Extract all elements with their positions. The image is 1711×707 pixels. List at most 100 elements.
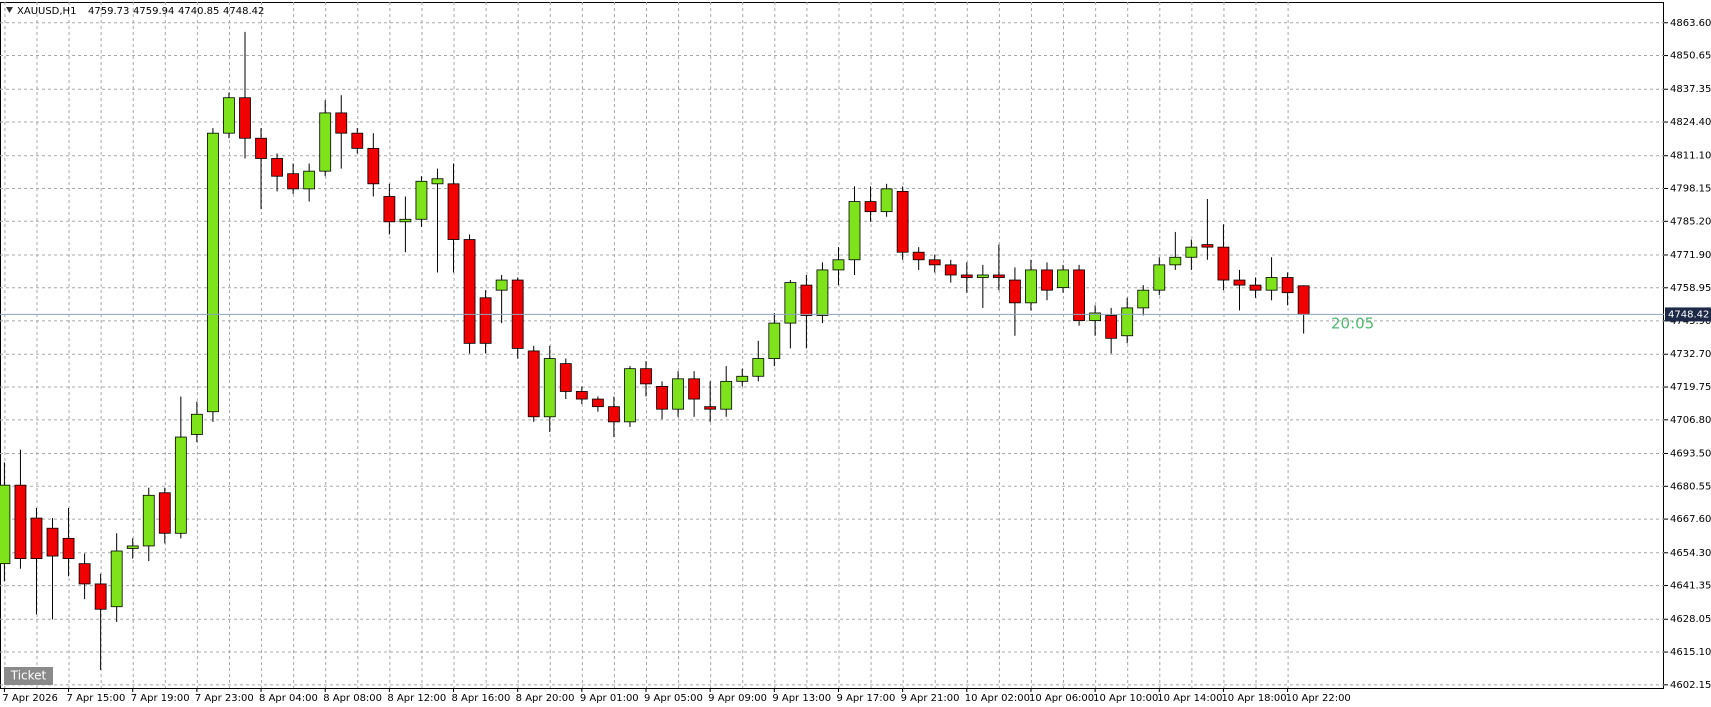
candle-body <box>78 563 91 585</box>
x-tick-label: 7 Apr 19:00 <box>131 693 190 704</box>
y-tick-label: 4785.20 <box>1670 216 1711 227</box>
candle-body <box>126 545 139 549</box>
x-tick-label: 7 Apr 2026 <box>2 693 57 704</box>
y-tick-label: 4693.50 <box>1670 449 1711 460</box>
current-price-label: 4748.42 <box>1668 309 1709 320</box>
candle-body <box>688 378 701 400</box>
candle-body <box>1073 269 1085 321</box>
candle-body <box>1057 269 1069 289</box>
x-tick-label: 10 Apr 14:00 <box>1157 693 1222 704</box>
candle-body <box>800 284 813 316</box>
symbol-icon <box>6 7 13 13</box>
candle-body <box>527 350 540 418</box>
current-price-box <box>1665 307 1711 322</box>
ticket-label[interactable]: Ticket <box>10 669 47 683</box>
candle-body <box>672 378 684 410</box>
y-tick-label: 4798.15 <box>1670 184 1711 195</box>
candle-body <box>351 132 364 149</box>
candle-body <box>1217 246 1230 281</box>
candle-body <box>1121 307 1134 337</box>
y-tick-label: 4706.80 <box>1670 415 1711 426</box>
y-tick-label: 4615.10 <box>1670 647 1711 658</box>
candle-body <box>255 137 267 159</box>
candle-body <box>1185 246 1198 258</box>
ticket-button[interactable] <box>4 667 53 685</box>
candle-body <box>720 380 733 410</box>
x-tick-label: 8 Apr 20:00 <box>516 693 575 704</box>
symbol: XAUUSD,H1 <box>17 6 76 17</box>
candle-body <box>1169 256 1182 266</box>
candle-body <box>190 413 203 435</box>
candle-body <box>1041 269 1053 291</box>
candle-body <box>1009 279 1021 304</box>
candle-body <box>1089 312 1102 321</box>
candle-body <box>1025 269 1037 304</box>
y-tick-label: 4837.35 <box>1670 84 1711 95</box>
y-tick-label: 4732.70 <box>1670 349 1711 360</box>
candle-body <box>1297 285 1310 315</box>
candle-body <box>30 517 43 559</box>
candle-body <box>543 358 556 418</box>
candle-body <box>575 391 588 400</box>
candle-body <box>383 196 396 223</box>
candle-body <box>768 322 781 359</box>
candle-body <box>816 269 829 316</box>
candle-body <box>1201 244 1214 248</box>
candle-body <box>1281 277 1294 294</box>
y-tick-label: 4771.90 <box>1670 250 1711 261</box>
x-tick-label: 10 Apr 02:00 <box>965 693 1030 704</box>
candle-body <box>223 97 235 134</box>
candle-body <box>207 132 219 413</box>
candle-body <box>559 363 572 392</box>
candle-body <box>495 279 508 291</box>
candle-body <box>591 398 604 408</box>
candle-body <box>62 537 75 559</box>
candle-body <box>479 297 492 344</box>
grid <box>0 2 1664 688</box>
y-tick-label: 4680.55 <box>1670 481 1711 492</box>
candle-body <box>1265 277 1278 291</box>
x-tick-label: 9 Apr 17:00 <box>836 693 895 704</box>
candle-body <box>46 527 59 557</box>
candle-body <box>624 368 636 423</box>
candle-body <box>303 170 316 190</box>
candle-body <box>608 406 620 423</box>
candle-body <box>784 282 797 324</box>
y-tick-label: 4758.95 <box>1670 283 1711 294</box>
y-tick-label: 4863.60 <box>1670 18 1711 29</box>
y-tick-label: 4667.60 <box>1670 514 1711 525</box>
x-tick-label: 7 Apr 15:00 <box>67 693 126 704</box>
x-tick-label: 10 Apr 10:00 <box>1093 693 1158 704</box>
candle-body <box>447 183 460 240</box>
y-tick-label: 4824.40 <box>1670 117 1711 128</box>
y-tick-label: 4850.65 <box>1670 51 1711 62</box>
candle-body <box>1137 289 1150 309</box>
y-tick-label: 4654.30 <box>1670 548 1711 559</box>
x-tick-label: 9 Apr 09:00 <box>708 693 767 704</box>
x-tick-label: 10 Apr 18:00 <box>1221 693 1286 704</box>
candle-body <box>399 218 412 223</box>
candle-body <box>239 97 251 139</box>
x-tick-label: 9 Apr 01:00 <box>580 693 639 704</box>
x-tick-label: 8 Apr 08:00 <box>323 693 382 704</box>
candle-body <box>431 178 444 185</box>
candle-body <box>1153 264 1166 291</box>
candle-body <box>704 406 717 410</box>
candle-body <box>880 188 893 213</box>
x-tick-label: 8 Apr 12:00 <box>387 693 446 704</box>
x-tick-label: 9 Apr 13:00 <box>772 693 831 704</box>
header-open: 4759.73 <box>88 6 129 17</box>
candle-body <box>992 274 1005 278</box>
candle-body <box>415 180 428 220</box>
candle-body <box>271 158 283 177</box>
x-tick-label: 7 Apr 23:00 <box>195 693 254 704</box>
header-high: 4759.94 <box>133 6 174 17</box>
y-tick-label: 4641.35 <box>1670 581 1711 592</box>
candle-body <box>976 274 989 278</box>
candle-body <box>640 368 652 385</box>
x-tick-label: 8 Apr 16:00 <box>452 693 511 704</box>
candle-body <box>848 201 861 261</box>
candle-body <box>14 484 27 559</box>
header-close: 4748.42 <box>223 6 264 17</box>
